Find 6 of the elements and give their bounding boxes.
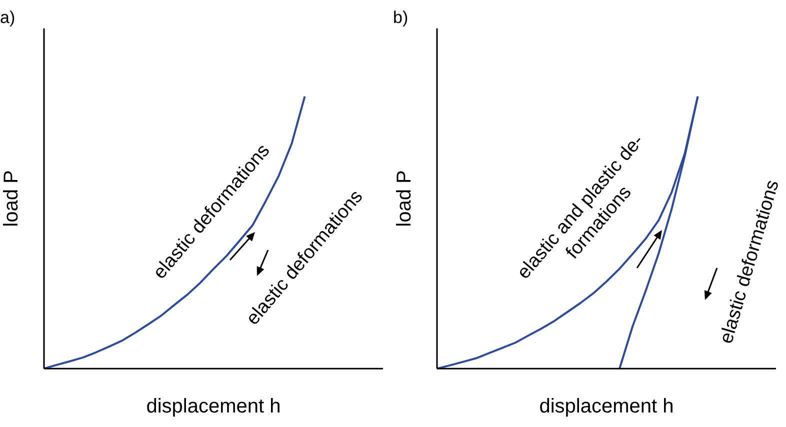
chart-title: b) [393, 8, 408, 27]
y-axis-title: load P [0, 170, 23, 227]
x-axis-title: displacement h [146, 396, 281, 418]
chart-title: a) [0, 8, 16, 27]
x-axis-title: displacement h [539, 396, 674, 418]
y-axis-title: load P [394, 170, 416, 227]
